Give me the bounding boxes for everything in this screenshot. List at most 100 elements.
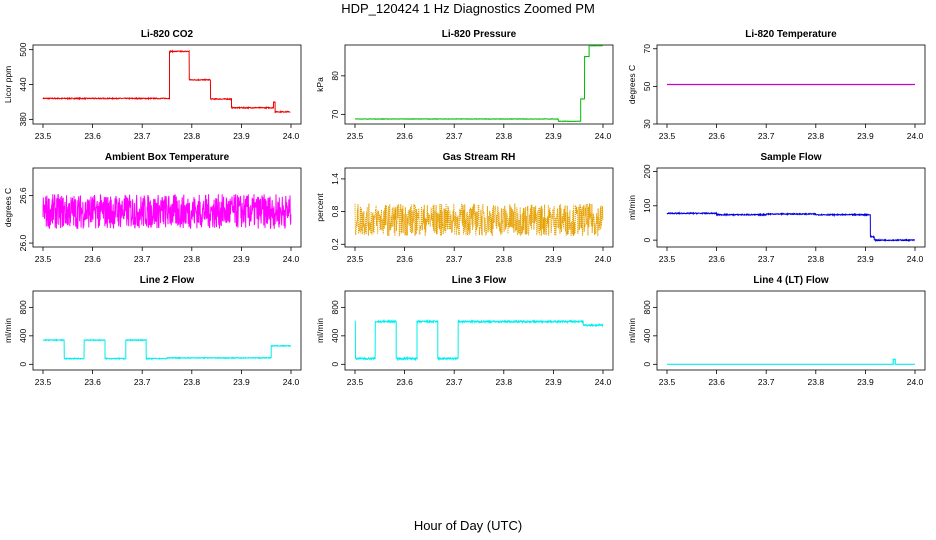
x-tick-label: 23.5 [347,377,364,387]
panel-6: Sample Flow 23.5 23.6 23.7 23.8 23.9 24.0 0 100 2… [627,152,926,264]
y-axis-label: percent [315,193,325,222]
x-tick-label: 23.9 [233,131,250,141]
y-tick-label: 0 [642,362,652,367]
y-tick-label: 70 [642,44,652,54]
x-tick-label: 24.0 [283,131,300,141]
series-line [354,318,604,362]
plot-frame [656,290,926,371]
x-tick-label: 23.9 [857,131,874,141]
x-tick-label: 23.5 [35,131,52,141]
x-tick-label: 23.5 [347,254,364,264]
plot-frame [344,290,614,371]
y-tick-label: 80 [330,71,340,81]
x-tick-label: 23.8 [808,254,825,264]
x-tick-label: 23.7 [758,377,775,387]
x-tick-label: 23.7 [446,131,463,141]
series-line [666,211,915,243]
series-line [42,49,291,114]
x-tick-label: 24.0 [595,377,612,387]
y-tick-label: 400 [642,328,652,342]
y-tick-label: 0 [642,237,652,242]
x-tick-label: 23.5 [659,131,676,141]
x-tick-label: 23.9 [233,254,250,264]
x-tick-label: 23.8 [808,131,825,141]
panel-title: Sample Flow [760,152,821,163]
x-tick-label: 23.8 [184,131,201,141]
series-line [667,358,915,365]
x-tick-label: 23.7 [134,131,151,141]
x-tick-label: 23.6 [708,254,725,264]
plot-frame [344,44,614,125]
x-tick-label: 23.6 [84,377,101,387]
y-tick-label: 400 [18,328,28,342]
x-tick-label: 23.8 [496,377,513,387]
y-tick-label: 800 [330,300,340,314]
page-title: HDP_120424 1 Hz Diagnostics Zoomed PM [341,1,595,16]
panel-title: Li-820 Temperature [745,29,837,40]
y-tick-label: 100 [642,198,652,212]
x-tick-label: 23.7 [446,377,463,387]
x-tick-label: 23.9 [857,377,874,387]
plot-frame [32,44,302,125]
x-tick-label: 23.7 [758,254,775,264]
x-tick-label: 23.6 [708,377,725,387]
x-tick-label: 23.6 [84,131,101,141]
y-tick-label: 0 [18,362,28,367]
x-tick-label: 24.0 [907,254,924,264]
panel-title: Gas Stream RH [443,152,516,163]
series-line [355,44,603,123]
x-tick-label: 23.8 [184,377,201,387]
x-tick-label: 24.0 [283,377,300,387]
y-tick-label: 0.2 [330,238,340,250]
y-tick-label: 50 [642,81,652,91]
x-axis-shared-label: Hour of Day (UTC) [413,518,523,533]
panel-8: Line 3 Flow 23.5 23.6 23.7 23.8 23.9 24.0 0 400 8… [315,275,614,387]
x-tick-label: 23.8 [184,254,201,264]
panel-title: Li-820 CO2 [141,29,194,40]
y-tick-label: 26.6 [18,187,28,204]
y-tick-label: 400 [330,328,340,342]
x-tick-label: 23.9 [233,377,250,387]
y-tick-label: 26.0 [18,235,28,252]
series-line [354,202,604,237]
y-axis-label: kPa [315,77,325,92]
y-tick-label: 1.4 [330,173,340,185]
x-tick-label: 24.0 [595,131,612,141]
panel-5: Gas Stream RH 23.5 23.6 23.7 23.8 23.9 24.0 0.2… [315,152,614,264]
plot-frame [32,290,302,371]
panel-title: Line 2 Flow [140,275,195,286]
y-axis-label: ml/min [627,318,637,343]
x-tick-label: 23.7 [446,254,463,264]
y-tick-label: 200 [642,164,652,178]
y-axis-label: Licor ppm [3,66,13,103]
panel-title: Line 3 Flow [452,275,507,286]
y-tick-label: 800 [642,300,652,314]
plot-frame [656,44,926,125]
y-axis-label: ml/min [315,318,325,343]
x-tick-label: 23.6 [84,254,101,264]
x-tick-label: 23.6 [708,131,725,141]
y-tick-label: 440 [18,77,28,91]
x-tick-label: 23.7 [758,131,775,141]
panel-7: Line 2 Flow 23.5 23.6 23.7 23.8 23.9 24.0 0 400 8… [3,275,302,387]
y-axis-label: ml/min [627,195,637,220]
y-tick-label: 800 [18,300,28,314]
x-tick-label: 23.5 [35,377,52,387]
x-tick-label: 24.0 [595,254,612,264]
series-line [42,193,292,229]
y-tick-label: 0 [330,362,340,367]
y-tick-label: 70 [330,109,340,119]
plot-frame [656,167,926,248]
x-tick-label: 23.9 [545,131,562,141]
x-tick-label: 23.6 [396,377,413,387]
y-tick-label: 0.8 [330,205,340,217]
panel-title: Li-820 Pressure [442,29,517,40]
x-tick-label: 23.7 [134,377,151,387]
x-tick-label: 24.0 [283,254,300,264]
x-tick-label: 23.8 [496,254,513,264]
y-tick-label: 380 [18,112,28,126]
panel-9: Line 4 (LT) Flow 23.5 23.6 23.7 23.8 23.9 24.0… [627,275,926,387]
x-tick-label: 23.9 [857,254,874,264]
y-tick-label: 500 [18,42,28,56]
